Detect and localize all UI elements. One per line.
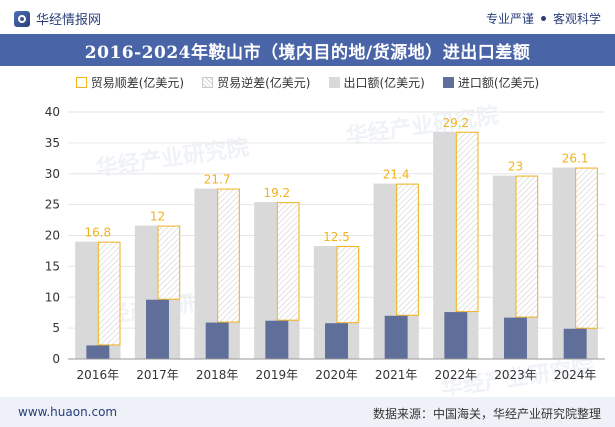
- x-tick-label: 2018年: [196, 368, 239, 382]
- surplus-data-label: 12.5: [323, 230, 350, 244]
- y-tick-label: 20: [45, 229, 60, 243]
- import-bar: [563, 328, 587, 359]
- legend-label-deficit: 贸易逆差(亿美元): [217, 75, 311, 90]
- surplus-data-label: 21.4: [383, 168, 410, 182]
- dot-icon: [540, 16, 546, 21]
- legend-label-export: 出口额(亿美元): [343, 75, 425, 90]
- y-tick-label: 35: [45, 136, 60, 150]
- legend-item-surplus: 贸易顺差(亿美元): [75, 74, 185, 91]
- surplus-data-label: 26.1: [562, 152, 589, 166]
- tagline: 专业严谨 客观科学: [486, 10, 601, 27]
- surplus-bar: [157, 225, 181, 300]
- y-tick-label: 15: [45, 259, 60, 273]
- chart-plot: 16.8 12 21.7 19.2 12.5 21.4 29.2 23 26.1 0 5 10 15 2…: [45, 105, 605, 382]
- brand-name: 华经情报网: [36, 13, 102, 28]
- legend-item-deficit: 贸易逆差(亿美元): [202, 74, 311, 91]
- logo-icon: [14, 10, 30, 27]
- legend-item-import: 进口额(亿美元): [442, 74, 540, 91]
- footer-site-link[interactable]: www.huaon.com: [18, 405, 118, 419]
- import-bar: [444, 312, 468, 359]
- surplus-bar: [575, 167, 598, 329]
- surplus-bar: [455, 131, 479, 313]
- legend-label-import: 进口额(亿美元): [457, 75, 540, 90]
- surplus-data-label: 19.2: [263, 186, 290, 200]
- surplus-data-label: 23: [508, 160, 523, 174]
- x-tick-label: 2023年: [494, 368, 537, 382]
- legend-item-export: 出口额(亿美元): [328, 74, 425, 91]
- x-tick-label: 2019年: [256, 368, 299, 382]
- x-tick-label: 2016年: [77, 368, 120, 382]
- x-tick-label: 2017年: [136, 368, 179, 382]
- surplus-bar: [97, 241, 121, 346]
- y-tick-label: 40: [45, 105, 60, 119]
- x-tick-label: 2024年: [554, 368, 597, 382]
- surplus-bar: [515, 175, 539, 318]
- surplus-data-label: 12: [150, 210, 165, 224]
- import-bar: [504, 317, 527, 359]
- import-bar: [384, 315, 408, 359]
- footer-source: 数据来源：中国海关，华经产业研究院整理: [372, 407, 601, 421]
- surplus-bar: [396, 183, 419, 316]
- chart-title-bar: 2016-2024年鞍山市（境内目的地/货源地）进出口差额: [0, 34, 615, 66]
- tagline-left: 专业严谨: [485, 12, 534, 26]
- import-bar: [146, 299, 169, 359]
- x-tick-label: 2021年: [375, 368, 418, 382]
- x-tick-label: 2022年: [435, 368, 478, 382]
- surplus-data-label: 16.8: [84, 226, 111, 240]
- chart-legend: 贸易顺差(亿美元) 贸易逆差(亿美元) 出口额(亿美元) 进口额(亿美元): [0, 72, 615, 92]
- y-tick-label: 30: [45, 167, 60, 181]
- surplus-bar: [276, 202, 300, 321]
- y-tick-label: 5: [52, 321, 60, 335]
- legend-swatch-surplus: [75, 76, 87, 88]
- y-tick-label: 10: [45, 290, 60, 304]
- legend-label-surplus: 贸易顺差(亿美元): [90, 75, 185, 90]
- legend-swatch-deficit: [202, 76, 214, 88]
- import-bar: [325, 323, 348, 359]
- legend-swatch-import: [442, 76, 454, 88]
- tagline-right: 客观科学: [552, 12, 601, 26]
- import-bar: [86, 345, 110, 359]
- surplus-data-label: 21.7: [204, 173, 231, 187]
- surplus-data-label: 29.2: [442, 116, 469, 130]
- y-tick-label: 0: [52, 352, 60, 366]
- footer: www.huaon.com 数据来源：中国海关，华经产业研究院整理: [0, 397, 615, 427]
- import-bar: [205, 322, 229, 359]
- chart-title: 2016-2024年鞍山市（境内目的地/货源地）进出口差额: [84, 42, 531, 63]
- legend-swatch-export: [328, 76, 340, 88]
- x-tick-label: 2020年: [315, 368, 358, 382]
- y-tick-label: 25: [45, 198, 60, 212]
- surplus-bar: [217, 188, 240, 323]
- top-bar: 华经情报网 专业严谨 客观科学: [0, 0, 615, 34]
- surplus-bar: [336, 245, 360, 324]
- import-bar: [265, 320, 289, 359]
- brand[interactable]: 华经情报网: [14, 9, 101, 28]
